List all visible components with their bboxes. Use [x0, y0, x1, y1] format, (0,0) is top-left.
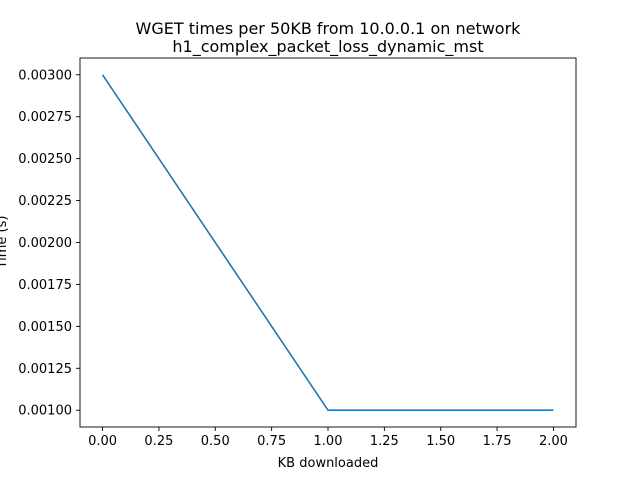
y-tick-label: 0.00275 [18, 110, 72, 125]
y-tick-label: 0.00125 [18, 362, 72, 377]
chart-title-line-2: h1_complex_packet_loss_dynamic_mst [172, 37, 483, 57]
series-line [101, 74, 554, 412]
x-tick-label: 0.50 [201, 434, 230, 449]
plot-frame [79, 57, 577, 428]
x-tick-label: 1.50 [426, 434, 455, 449]
x-tick-label: 1.00 [314, 434, 343, 449]
y-tick-label: 0.00175 [18, 278, 72, 293]
y-tick-label: 0.00300 [18, 68, 72, 83]
y-axis-label: Time (s) [0, 216, 10, 270]
x-tick-label: 0.00 [88, 434, 117, 449]
chart-title-line-1: WGET times per 50KB from 10.0.0.1 on net… [136, 19, 522, 38]
x-tick-label: 0.25 [144, 434, 173, 449]
x-tick-label: 1.25 [370, 434, 399, 449]
x-tick-label: 0.75 [257, 434, 286, 449]
x-axis-label: KB downloaded [278, 456, 379, 471]
x-tick-label: 2.00 [539, 434, 568, 449]
y-tick-label: 0.00250 [18, 152, 72, 167]
y-axis-ticks: 0.00100 0.00125 0.00150 0.00175 0.00200 0.002… [18, 68, 80, 419]
x-tick-label: 1.75 [483, 434, 512, 449]
y-tick-label: 0.00200 [18, 236, 72, 251]
y-tick-label: 0.00100 [18, 404, 72, 419]
series-layer [101, 74, 554, 412]
y-tick-label: 0.00225 [18, 194, 72, 209]
x-axis-ticks: 0.00 0.25 0.50 0.75 1.00 1.25 1.50 1.75 2.00 [88, 427, 568, 449]
y-tick-label: 0.00150 [18, 320, 72, 335]
